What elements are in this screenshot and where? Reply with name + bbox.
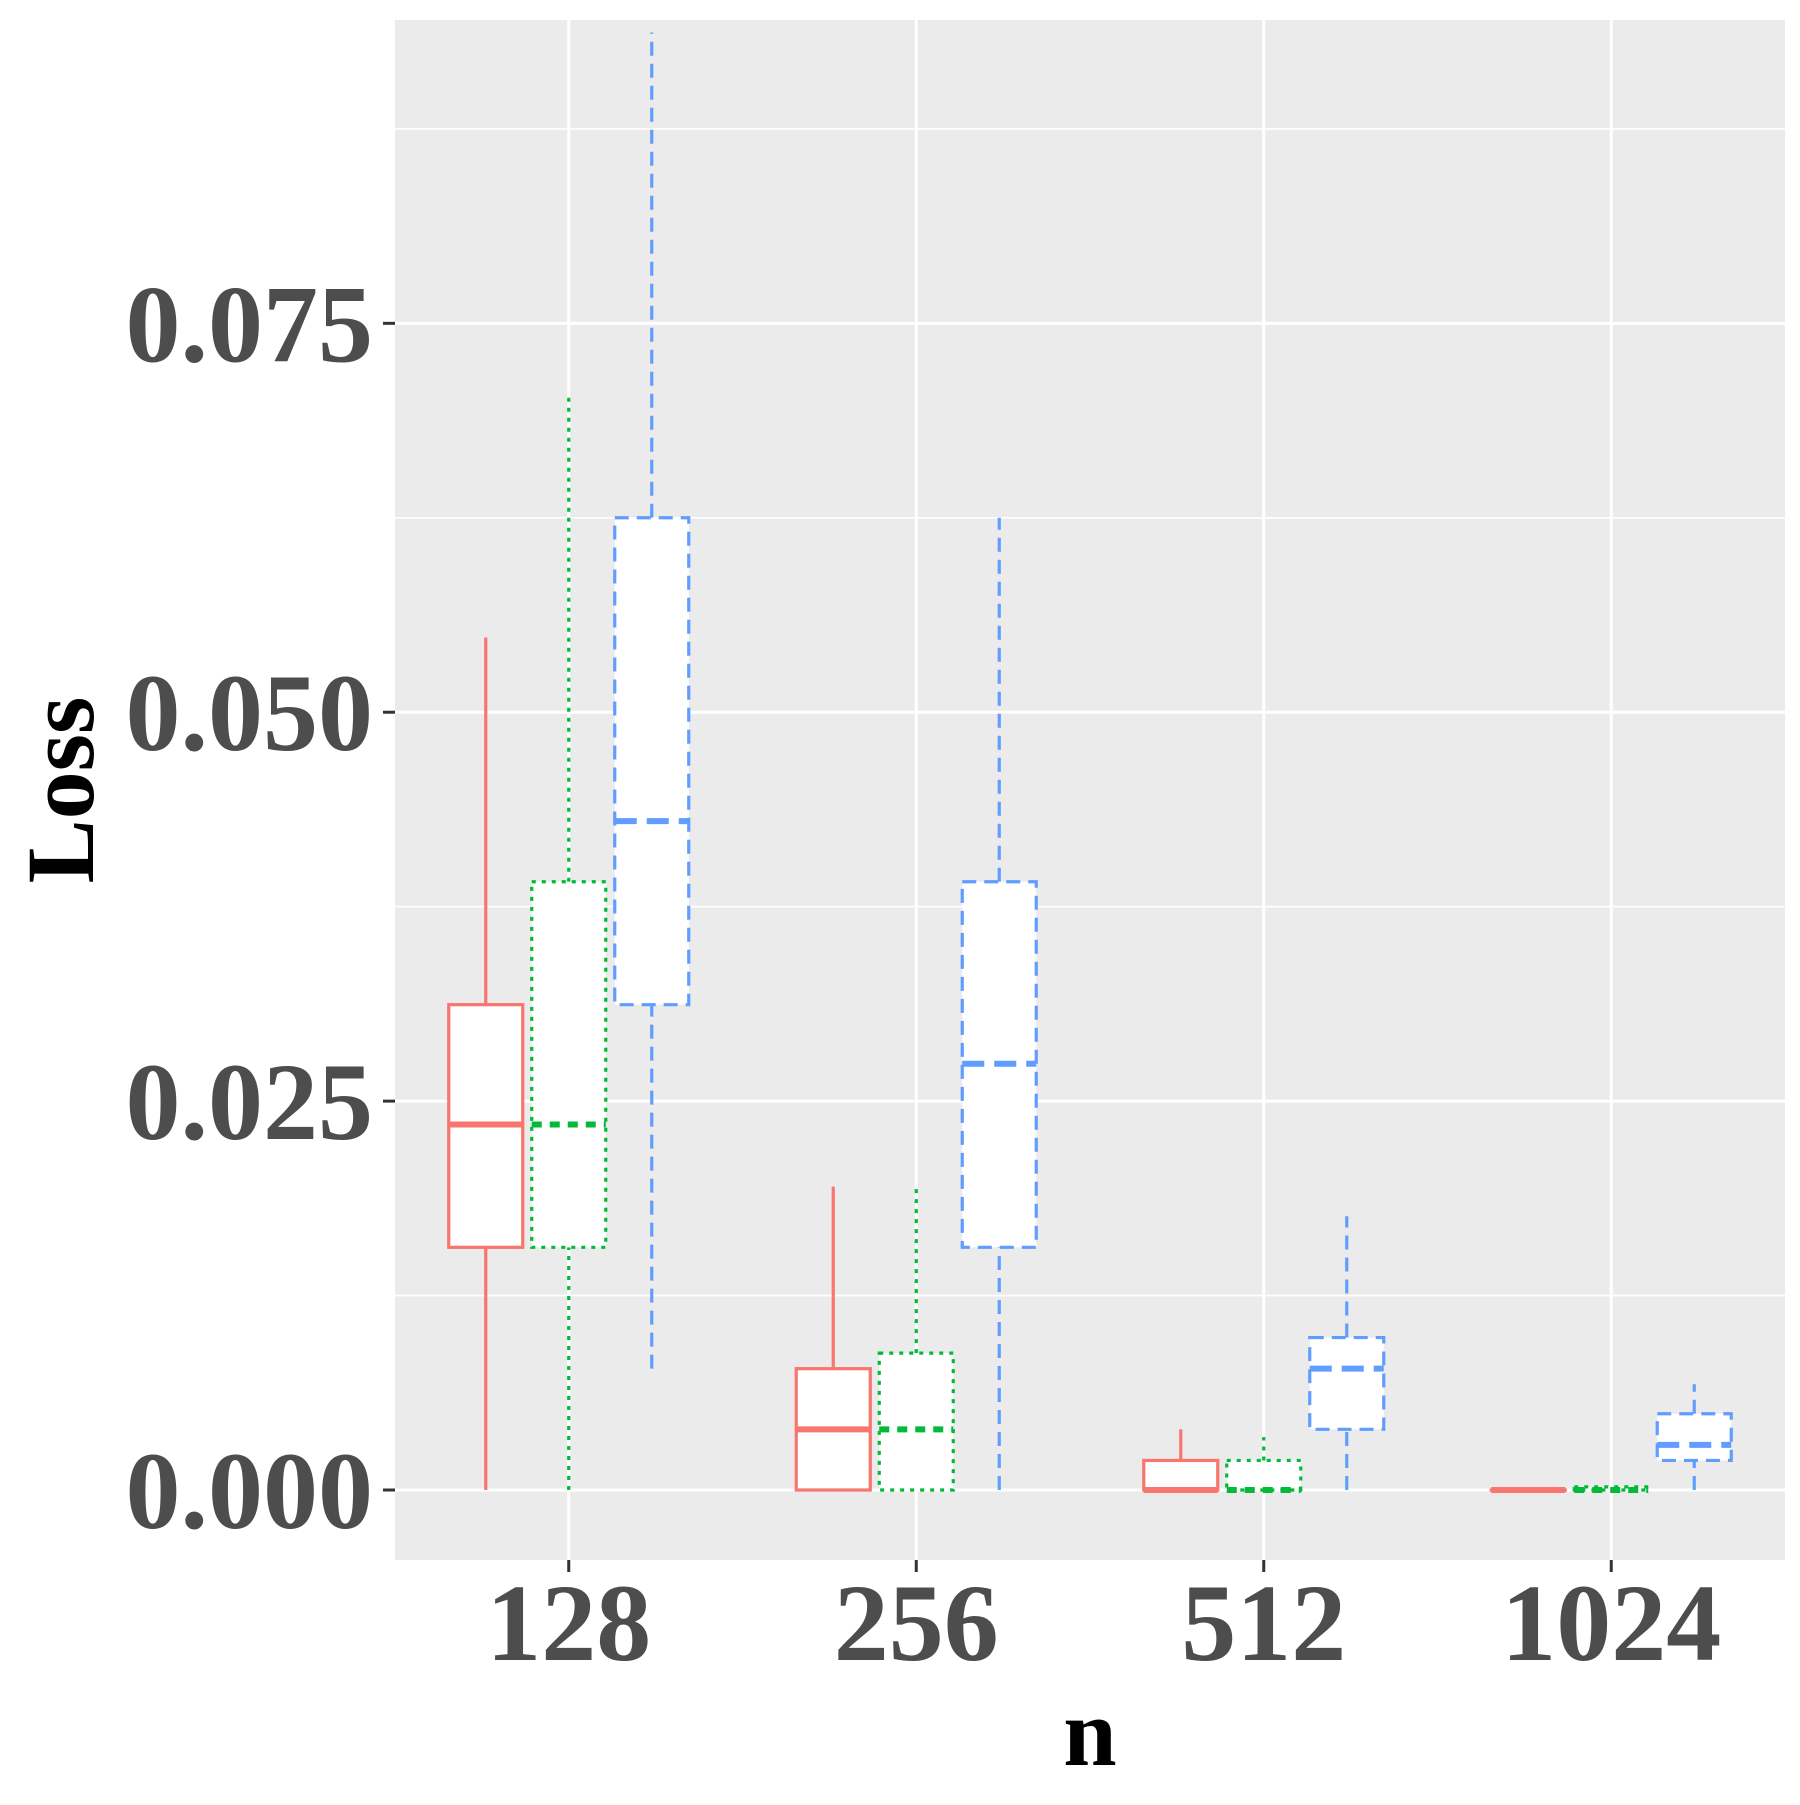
panel-background: [395, 20, 1785, 1560]
y-tick-label: 0.075: [126, 263, 374, 385]
y-axis-title: Loss: [7, 697, 114, 884]
x-tick-label: 256: [834, 1562, 999, 1684]
box-iqr: [879, 1353, 953, 1490]
y-tick-label: 0.025: [126, 1041, 374, 1163]
x-axis-title: n: [1063, 1679, 1116, 1786]
box-iqr: [1657, 1414, 1731, 1461]
box-iqr: [1227, 1460, 1301, 1490]
x-tick-label: 512: [1181, 1562, 1346, 1684]
x-tick-label: 128: [486, 1562, 651, 1684]
y-tick-label: 0.000: [126, 1430, 374, 1552]
box-iqr: [615, 518, 689, 1005]
x-tick-label: 1024: [1501, 1562, 1721, 1684]
box-iqr: [1144, 1460, 1218, 1490]
box-iqr: [532, 882, 606, 1248]
y-tick-label: 0.050: [126, 652, 374, 774]
box-iqr: [1310, 1338, 1384, 1430]
